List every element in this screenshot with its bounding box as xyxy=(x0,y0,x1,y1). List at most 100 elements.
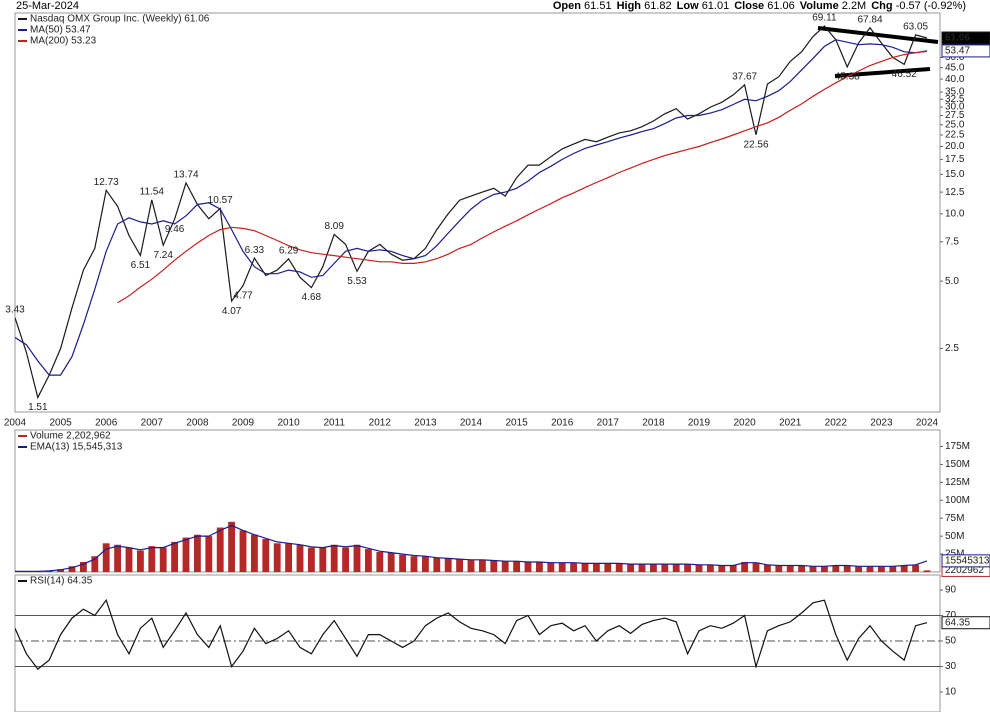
quote-item: Volume 2.2M xyxy=(800,0,866,13)
volume-bar xyxy=(706,564,714,572)
quote-label: Close xyxy=(734,0,765,12)
data-label: 6.51 xyxy=(131,260,151,271)
volume-bar xyxy=(182,537,190,572)
data-label: 11.54 xyxy=(140,187,165,198)
data-label: 10.57 xyxy=(208,195,233,206)
y-tick-label: 5.0 xyxy=(945,276,959,287)
price-frame xyxy=(14,12,941,413)
trendline xyxy=(817,26,939,44)
volume-bar xyxy=(364,549,372,572)
legend-entry: RSI(14) 64.35 xyxy=(30,576,93,587)
volume-bar xyxy=(421,556,429,572)
volume-bar xyxy=(433,557,441,572)
volume-bar xyxy=(262,539,270,572)
volume-bar xyxy=(604,563,612,572)
volume-bar xyxy=(467,559,475,572)
volume-bar xyxy=(558,562,566,572)
quote-label: Low xyxy=(676,0,699,12)
chart-date: 25-Mar-2024 xyxy=(16,0,79,12)
volume-bar xyxy=(91,556,99,572)
x-tick-label: 2007 xyxy=(141,418,164,429)
volume-bar xyxy=(125,547,133,572)
data-label: 69.11 xyxy=(812,13,837,24)
y-tick-label: 12.5 xyxy=(945,187,965,198)
volume-bar xyxy=(239,530,247,572)
header: 25-Mar-2024 Open 61.51 High 61.82 Low 61.0… xyxy=(0,0,990,13)
x-tick-label: 2004 xyxy=(4,418,27,429)
x-tick-label: 2023 xyxy=(870,418,893,429)
data-label: 7.24 xyxy=(153,250,173,261)
x-tick-label: 2009 xyxy=(232,418,255,429)
volume-bar xyxy=(592,563,600,572)
value-tag-label: 64.35 xyxy=(945,617,970,628)
volume-bar xyxy=(148,546,156,572)
volume-bar xyxy=(615,563,623,572)
volume-bar xyxy=(581,563,589,572)
y-tick-label: 175M xyxy=(945,441,970,452)
volume-bar xyxy=(273,543,281,572)
data-label: 5.53 xyxy=(347,276,367,287)
x-tick-label: 2012 xyxy=(369,418,392,429)
volume-bar xyxy=(855,566,863,572)
volume-bar xyxy=(501,561,509,572)
volume-bar xyxy=(832,565,840,572)
data-label: 8.09 xyxy=(324,221,344,232)
y-tick-label: 32.5 xyxy=(945,94,965,105)
series-line xyxy=(117,50,928,304)
volume-bar xyxy=(57,569,65,572)
legend-entry: MA(50) 53.47 xyxy=(30,25,91,36)
quote-item: Chg -0.57 (-0.92%) xyxy=(871,0,966,13)
series-line xyxy=(15,25,928,400)
quote-label: Volume xyxy=(799,0,839,12)
data-label: 22.56 xyxy=(743,139,768,150)
data-label: 13.74 xyxy=(173,170,198,181)
data-label: 63.05 xyxy=(903,22,928,33)
volume-bar xyxy=(877,566,885,572)
plot-area xyxy=(15,598,928,670)
x-tick-label: 2011 xyxy=(323,418,345,429)
y-tick-label: 10.0 xyxy=(945,208,965,219)
y-tick-label: 27.5 xyxy=(945,110,965,121)
quote-value: 61.51 xyxy=(584,0,612,12)
x-tick-label: 2013 xyxy=(414,418,437,429)
x-tick-label: 2016 xyxy=(551,418,574,429)
volume-bar xyxy=(820,566,828,572)
volume-bar xyxy=(307,547,315,572)
value-tag xyxy=(941,44,990,58)
x-tick-label: 2015 xyxy=(505,418,528,429)
quote-label: Chg xyxy=(871,0,893,12)
x-tick-label: 2018 xyxy=(642,418,665,429)
legend-entry: Nasdaq OMX Group Inc. (Weekly) 61.06 xyxy=(30,14,210,25)
volume-bar xyxy=(729,565,737,572)
data-label: 4.68 xyxy=(302,292,322,303)
data-label: 45.38 xyxy=(835,71,860,82)
y-tick-label: 125M xyxy=(945,477,970,488)
y-tick-label: 45.0 xyxy=(945,62,965,73)
volume-bar xyxy=(912,564,920,572)
y-tick-label: 70 xyxy=(945,610,957,621)
data-label: 4.07 xyxy=(222,306,242,317)
y-tick-label: 25M xyxy=(945,549,964,560)
series-line xyxy=(15,524,928,572)
volume-bar xyxy=(547,562,555,572)
x-tick-label: 2008 xyxy=(186,418,209,429)
data-label: 46.52 xyxy=(892,69,917,80)
volume-bar xyxy=(330,544,338,572)
data-label: 9.46 xyxy=(165,224,185,235)
data-label: 12.73 xyxy=(94,177,119,188)
volume-bar xyxy=(285,543,293,572)
volume-bar xyxy=(741,561,749,572)
volume-bar xyxy=(866,566,874,572)
y-tick-label: 20.0 xyxy=(945,141,965,152)
value-tag xyxy=(941,616,990,630)
y-tick-label: 50M xyxy=(945,531,964,542)
x-tick-label: 2017 xyxy=(597,418,620,429)
volume-bar xyxy=(786,565,794,572)
x-tick-label: 2006 xyxy=(95,418,118,429)
volume-bar xyxy=(661,564,669,572)
y-tick-label: 150M xyxy=(945,459,970,470)
quote-item: Low 61.01 xyxy=(677,0,730,13)
volume-bar xyxy=(513,561,521,572)
rsi-frame xyxy=(14,574,941,712)
